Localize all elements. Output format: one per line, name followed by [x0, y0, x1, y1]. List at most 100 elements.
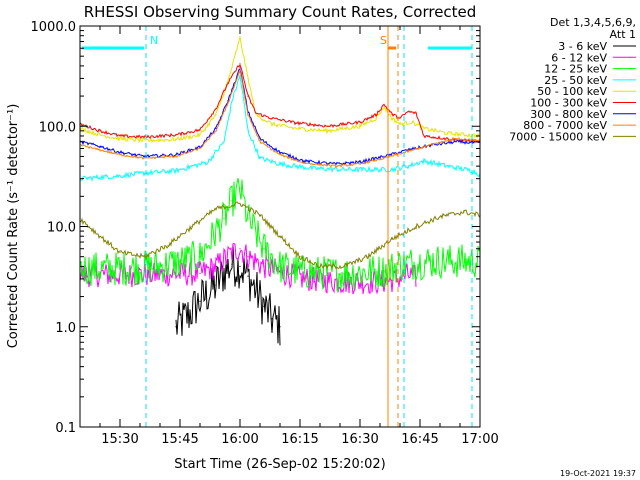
- series-4-point-10: [247, 130, 249, 132]
- series-1-point-1: [175, 326, 177, 328]
- series-5-point-6: [199, 134, 201, 136]
- series-2-point-14: [391, 279, 393, 281]
- series-6-point-15: [359, 121, 361, 123]
- series-9-point-15: [391, 238, 393, 240]
- x-tick-label: 16:45: [401, 432, 438, 447]
- series-6-point-12: [271, 117, 273, 119]
- x-tick-label: 16:00: [221, 432, 258, 447]
- series-3-point-15: [431, 260, 433, 262]
- series-9-point-2: [99, 235, 101, 237]
- series-3-point-13: [383, 270, 385, 272]
- series-4-point-14: [343, 168, 345, 171]
- series-6-point-17: [383, 103, 385, 105]
- series-line-5: [79, 36, 481, 144]
- series-4: [79, 75, 481, 182]
- series-3-point-11: [303, 271, 305, 273]
- series-6-point-2: [99, 130, 101, 132]
- series-5-point-5: [175, 138, 177, 140]
- series-3-point-6: [231, 200, 233, 202]
- series-5-point-15: [359, 125, 361, 127]
- series-line-7: [79, 68, 481, 166]
- y-axis-label: Corrected Count Rate (s⁻¹ detector⁻¹): [6, 104, 21, 349]
- series-7-point-8: [227, 100, 229, 102]
- legend-label-8: 800 - 7000 keV: [523, 119, 607, 132]
- series-6-point-5: [175, 134, 177, 136]
- series-5-point-12: [271, 123, 273, 125]
- series-8-point-12: [279, 154, 281, 156]
- series-1-point-8: [247, 275, 249, 277]
- series-3-point-10: [279, 265, 281, 267]
- series-3-point-7: [239, 187, 241, 189]
- series-1-point-9: [255, 289, 257, 292]
- series-2-point-7: [239, 248, 241, 250]
- y-axis: 0.1 1.0 10.0 100.0 1000.0: [31, 20, 480, 436]
- series-7-point-6: [199, 146, 201, 148]
- series-8-point-4: [143, 157, 145, 159]
- series-8-point-14: [335, 165, 337, 167]
- series-7-point-11: [259, 138, 261, 140]
- x-tick-label: 17:00: [461, 432, 498, 447]
- legend-label-1: 3 - 6 keV: [558, 40, 607, 53]
- series-2-point-5: [215, 265, 217, 267]
- x-axis-label: Start Time (26-Sep-02 15:20:02): [174, 457, 385, 472]
- series-8-point-2: [99, 149, 101, 151]
- series-1-point-12: [279, 326, 281, 328]
- series-2-point-9: [263, 265, 265, 267]
- series-2-point-6: [231, 251, 233, 254]
- series-9-point-18: [463, 211, 465, 213]
- series-8-point-7: [215, 130, 217, 132]
- series-6: [79, 63, 481, 144]
- series-3-point-12: [343, 272, 345, 275]
- series-8-point-9: [239, 69, 241, 72]
- series-4-point-8: [231, 100, 233, 102]
- series-6-point-18: [391, 113, 393, 115]
- series-7-point-4: [143, 155, 145, 157]
- series-8-point-16: [383, 157, 385, 159]
- series-8-point-6: [199, 147, 201, 150]
- series-4-point-2: [99, 176, 101, 178]
- series-6-point-16: [375, 114, 377, 116]
- series-3-point-4: [199, 256, 201, 258]
- series-9-point-10: [279, 235, 281, 237]
- legend-label-5: 50 - 100 keV: [537, 85, 607, 98]
- series-1-point-11: [271, 318, 273, 320]
- series-5-point-17: [383, 106, 385, 108]
- series-3-point-8: [247, 218, 249, 220]
- series-6-point-22: [423, 135, 425, 137]
- series-9-point-12: [319, 265, 321, 267]
- series-6-point-4: [143, 136, 145, 138]
- series-8-point-17: [407, 150, 409, 153]
- series-7-point-3: [119, 151, 121, 153]
- series-4-point-18: [423, 160, 425, 162]
- x-tick-label: 16:30: [341, 432, 378, 447]
- series-9-point-11: [299, 256, 301, 258]
- legend-header-line-1: Det 1,3,4,5,6,9,: [550, 16, 636, 29]
- series-5-point-20: [411, 121, 413, 123]
- series-9-point-7: [215, 208, 217, 210]
- series-line-2: [79, 242, 417, 295]
- series-9-point-17: [439, 216, 441, 218]
- series-4-point-5: [175, 170, 177, 172]
- series-2-point-3: [159, 274, 161, 276]
- series-3-point-3: [159, 265, 161, 267]
- series-7-point-9: [239, 67, 241, 69]
- series-4-point-4: [143, 172, 145, 174]
- series-8-point-11: [259, 141, 261, 143]
- series-9-point-3: [119, 251, 121, 254]
- series-1-point-10: [263, 305, 265, 307]
- series-6-point-14: [327, 125, 329, 127]
- legend-header-line-2: Att 1: [610, 28, 636, 41]
- series-4-point-13: [311, 167, 313, 169]
- y-tick-label: 1000.0: [31, 20, 77, 35]
- series-5-point-9: [239, 37, 241, 39]
- series-6-point-19: [399, 117, 401, 119]
- series-7-point-2: [99, 145, 101, 147]
- series-8-point-13: [303, 162, 305, 164]
- series-6-point-23: [447, 138, 449, 140]
- series-line-6: [79, 63, 481, 144]
- series-1-point-7: [239, 265, 241, 267]
- series-8-point-15: [359, 163, 361, 165]
